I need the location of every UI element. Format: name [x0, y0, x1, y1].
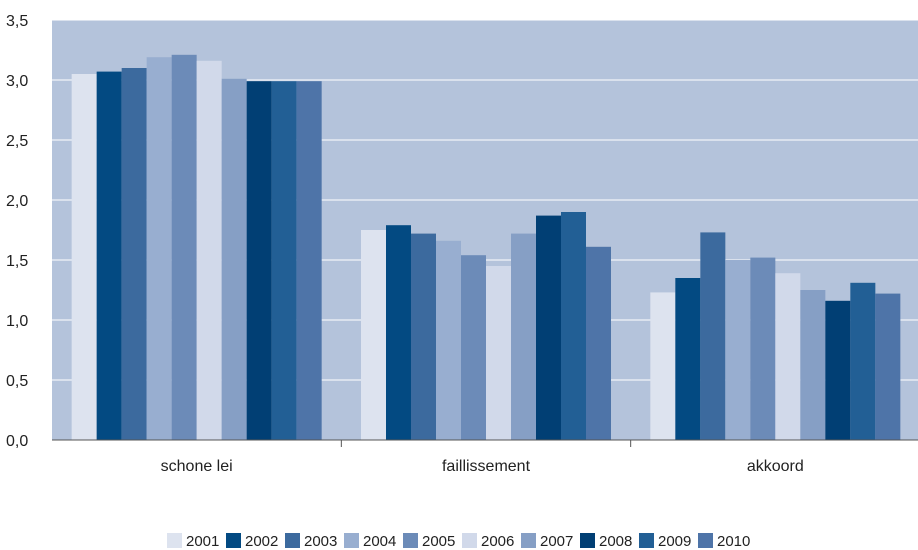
x-category-label: akkoord [747, 458, 804, 475]
legend-label-2007: 2007 [540, 533, 573, 550]
legend-swatch-2008 [580, 533, 595, 548]
legend-label-2002: 2002 [245, 533, 278, 550]
bar-faillissement-2006 [486, 266, 511, 440]
bar-akkoord-2009 [850, 282, 876, 440]
bar-schone-lei-2007 [221, 78, 247, 441]
legend-swatch-2001 [167, 533, 182, 548]
bar-schone-lei-2002 [96, 71, 122, 440]
legend-label-2005: 2005 [422, 533, 455, 550]
legend-swatch-2002 [226, 533, 241, 548]
bar-akkoord-2002 [675, 278, 701, 440]
bar-akkoord-2005 [750, 257, 776, 440]
legend-label-2010: 2010 [717, 533, 750, 550]
legend-label-2006: 2006 [481, 533, 514, 550]
y-tick-label: 3,0 [6, 73, 28, 90]
bar-schone-lei-2006 [196, 60, 222, 441]
legend-swatch-2010 [698, 533, 713, 548]
bar-faillissement-2001 [361, 230, 386, 440]
y-tick-label: 0,0 [6, 433, 28, 450]
legend-label-2004: 2004 [363, 533, 396, 550]
x-axis: schone lei faillissement akkoord [52, 439, 918, 475]
bar-schone-lei-2001 [71, 74, 97, 440]
bar-akkoord-2008 [825, 300, 851, 440]
legend-swatch-2003 [285, 533, 300, 548]
bar-akkoord-2001 [650, 292, 676, 440]
y-tick-label: 1,0 [6, 313, 28, 330]
legend-swatch-2005 [403, 533, 418, 548]
bar-faillissement-2005 [461, 255, 486, 440]
bar-akkoord-2004 [725, 260, 751, 440]
bar-akkoord-2006 [775, 273, 801, 440]
bar-faillissement-2010 [586, 246, 611, 440]
bar-schone-lei-2010 [296, 81, 322, 440]
y-tick-label: 2,5 [6, 133, 28, 150]
bars [71, 54, 901, 441]
bar-akkoord-2003 [700, 232, 726, 440]
bar-faillissement-2007 [511, 233, 536, 440]
legend-label-2009: 2009 [658, 533, 691, 550]
bar-schone-lei-2004 [146, 57, 172, 440]
y-axis: 0,0 0,5 1,0 1,5 2,0 2,5 3,0 3,5 [6, 13, 28, 450]
bar-schone-lei-2003 [121, 68, 147, 440]
bar-faillissement-2004 [436, 240, 461, 440]
x-category-label: faillissement [442, 458, 531, 475]
bar-schone-lei-2008 [246, 81, 272, 440]
bar-faillissement-2003 [411, 233, 436, 440]
legend-swatch-2004 [344, 533, 359, 548]
legend-swatch-2009 [639, 533, 654, 548]
legend-label-2003: 2003 [304, 533, 337, 550]
y-tick-label: 3,5 [6, 13, 28, 30]
y-tick-label: 1,5 [6, 253, 28, 270]
y-tick-label: 2,0 [6, 193, 28, 210]
x-category-label: schone lei [161, 458, 233, 475]
y-tick-label: 0,5 [6, 373, 28, 390]
bar-akkoord-2010 [875, 293, 901, 440]
bar-faillissement-2008 [536, 215, 561, 440]
bar-schone-lei-2005 [171, 54, 197, 441]
legend-label-2008: 2008 [599, 533, 632, 550]
bar-akkoord-2007 [800, 290, 826, 440]
legend-swatch-2006 [462, 533, 477, 548]
bar-faillissement-2009 [561, 212, 586, 440]
bar-faillissement-2002 [386, 225, 411, 440]
legend: 2001 2002 2003 2004 2005 2006 2007 2008 2009 2010 [167, 533, 750, 550]
legend-label-2001: 2001 [186, 533, 219, 550]
bar-schone-lei-2009 [271, 81, 297, 440]
legend-swatch-2007 [521, 533, 536, 548]
